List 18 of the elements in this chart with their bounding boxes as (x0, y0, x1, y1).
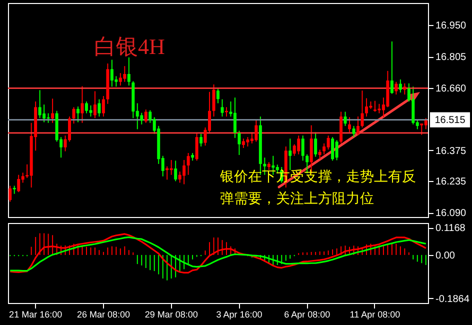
y-tick-label: 16.950 (436, 20, 467, 32)
y-tick-label: 0.00 (436, 250, 456, 262)
y-tick-label: -0.1864 (436, 294, 470, 305)
y-tick-label: 16.235 (436, 176, 467, 188)
y-tick-label: 16.805 (436, 52, 467, 63)
x-tick-label: 29 Mar 08:00 (144, 310, 198, 320)
y-tick-label: 16.375 (436, 146, 467, 157)
y-tick-label: 16.660 (436, 84, 467, 95)
x-tick-label: 21 Mar 16:00 (9, 310, 62, 320)
x-tick-label: 11 Apr 08:00 (350, 310, 400, 320)
x-tick-label: 3 Apr 16:00 (216, 310, 262, 320)
ref-line-label: 16.515 (434, 114, 466, 126)
y-tick-label: 0.1168 (436, 223, 466, 234)
text: 白银4H (94, 34, 165, 59)
x-tick-label: 6 Apr 08:00 (284, 310, 330, 320)
y-tick-label: 16.090 (436, 208, 467, 220)
annotation: 弹需要，关注上方阻力位 (220, 191, 374, 207)
x-tick-label: 26 Mar 08:00 (76, 310, 130, 320)
